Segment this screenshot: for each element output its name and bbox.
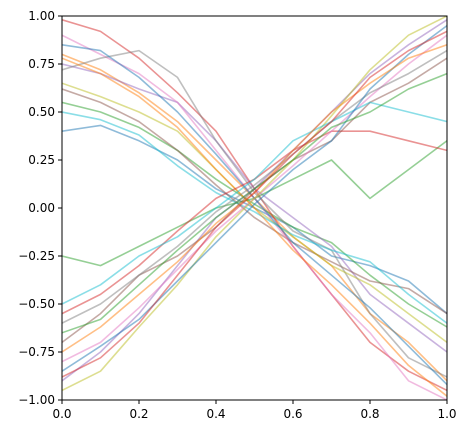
x-tick-label: 0.2 xyxy=(129,407,148,421)
series-line-14 xyxy=(62,130,447,315)
series-line-23 xyxy=(62,72,447,334)
x-tick-label: 0.6 xyxy=(283,407,302,421)
series-line-24 xyxy=(62,30,447,378)
x-tick-label: 0.4 xyxy=(206,407,225,421)
y-tick-label: −0.50 xyxy=(18,297,55,311)
y-tick-label: 1.00 xyxy=(28,9,55,23)
y-tick-label: 0.75 xyxy=(28,57,55,71)
series-line-12 xyxy=(62,57,447,397)
series-lines xyxy=(62,16,447,400)
y-tick-label: 0.00 xyxy=(28,201,55,215)
y-axis: 1.00 0.75 0.50 0.25 0.00 −0.25 −0.50 −0.75 −1.00 xyxy=(18,9,62,407)
y-tick-label: 0.50 xyxy=(28,105,55,119)
y-tick-label: −0.25 xyxy=(18,249,55,263)
series-line-9 xyxy=(62,82,447,344)
series-line-19 xyxy=(62,16,447,392)
y-tick-label: 0.25 xyxy=(28,153,55,167)
y-tick-label: −1.00 xyxy=(18,393,55,407)
series-line-20 xyxy=(62,101,447,305)
x-tick-label: 0.8 xyxy=(360,407,379,421)
series-line-21 xyxy=(62,24,447,372)
series-line-18 xyxy=(62,49,447,324)
x-tick-label: 0.0 xyxy=(52,407,71,421)
series-line-10 xyxy=(62,111,447,324)
x-axis: 0.0 0.2 0.4 0.6 0.8 1.0 xyxy=(52,400,457,421)
series-line-6 xyxy=(62,88,447,315)
y-tick-label: −0.75 xyxy=(18,345,55,359)
x-tick-label: 1.0 xyxy=(437,407,456,421)
